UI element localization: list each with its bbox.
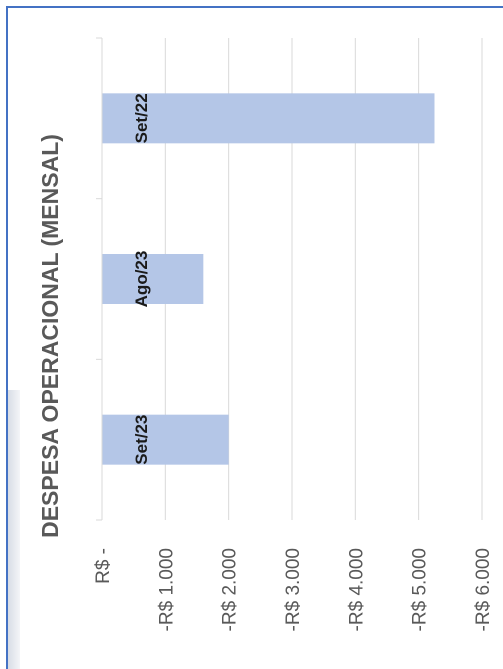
value-tick-label-0: R$ - xyxy=(93,548,114,584)
value-tick-label-5: -R$ 5.000 xyxy=(410,548,431,631)
category-label-ago-23: Ago/23 xyxy=(132,251,151,308)
bar-set-22 xyxy=(102,93,435,144)
label-layer: Set/22 Ago/23 Set/23 xyxy=(132,93,151,464)
value-tick-label-2: -R$ 2.000 xyxy=(220,548,241,631)
value-tick-label-1: -R$ 1.000 xyxy=(156,548,177,631)
bar-ago-23 xyxy=(102,254,204,304)
tick-layer: R$ - -R$ 1.000 -R$ 2.000 -R$ 3.000 -R$ 4.000… xyxy=(93,548,494,631)
value-tick-label-6: -R$ 6.000 xyxy=(473,548,494,631)
chart-title: DESPESA OPERACIONAL (MENSAL) xyxy=(37,134,63,538)
bar-set-23 xyxy=(102,414,229,465)
category-label-set-22: Set/22 xyxy=(132,93,151,143)
value-tick-label-3: -R$ 3.000 xyxy=(283,548,304,631)
bar-layer xyxy=(102,93,435,465)
frame-shadow xyxy=(8,390,20,669)
category-label-set-23: Set/23 xyxy=(132,415,151,465)
axis-layer xyxy=(96,37,103,521)
value-tick-label-4: -R$ 4.000 xyxy=(346,548,367,631)
